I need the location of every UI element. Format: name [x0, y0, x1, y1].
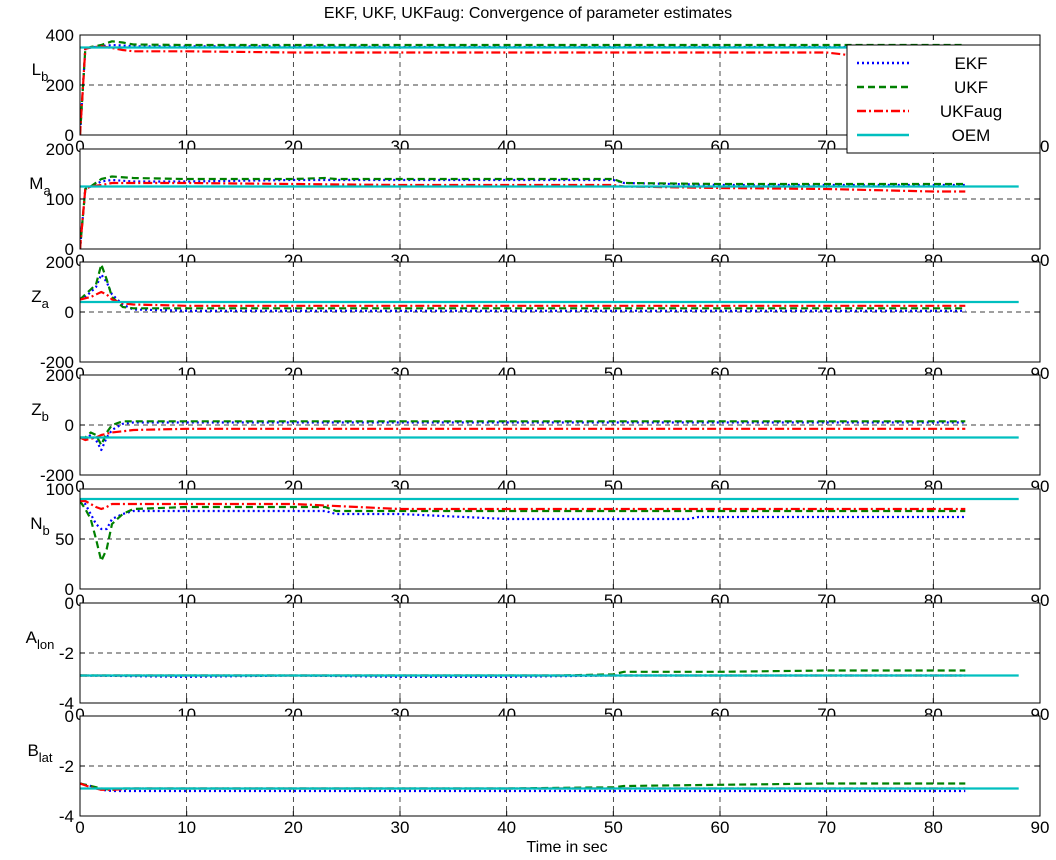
y-axis-label-subscript: a: [43, 183, 51, 198]
series-line-ekf: [80, 43, 966, 135]
y-axis-label-main: B: [27, 741, 38, 760]
series-line-ekf: [80, 421, 966, 452]
series-group: [80, 263, 1019, 312]
y-axis-label-subscript: b: [43, 523, 50, 538]
x-tick-label: 0: [75, 251, 84, 270]
y-tick-label: -2: [59, 644, 74, 663]
x-tick-label: 30: [391, 818, 410, 837]
y-axis-label-subscript: lat: [39, 750, 53, 765]
y-tick-label: -4: [59, 694, 74, 713]
x-tick-label: 80: [924, 818, 943, 837]
y-axis-label: Zb: [31, 400, 49, 424]
x-tick-label: 90: [1031, 818, 1050, 837]
x-tick-label: 10: [177, 818, 196, 837]
series-line-ukfaug: [80, 427, 966, 442]
legend-label-ekf: EKF: [954, 54, 987, 73]
y-axis-label-subscript: a: [42, 296, 50, 311]
series-line-ekf: [80, 500, 966, 531]
series-line-ukf: [80, 263, 966, 310]
y-axis-label-subscript: lon: [37, 637, 54, 652]
x-tick-label: 0: [75, 705, 84, 724]
y-tick-label: -200: [40, 466, 74, 485]
y-axis-label: Za: [31, 287, 49, 311]
series-group: [80, 669, 1019, 678]
y-axis-label-subscript: b: [42, 409, 49, 424]
x-axis-label: Time in sec: [526, 839, 607, 856]
y-axis-label-main: Z: [31, 400, 41, 419]
y-axis-label: Alon: [26, 628, 55, 652]
series-line-ukf: [80, 175, 966, 249]
y-axis-label: Blat: [27, 741, 52, 765]
y-tick-label: 200: [46, 76, 74, 95]
legend-box: [846, 44, 1041, 154]
legend-label-ukfaug: UKFaug: [940, 102, 1002, 121]
y-tick-label: 0: [65, 126, 74, 145]
series-group: [80, 782, 1019, 793]
y-tick-label: 0: [65, 594, 74, 613]
series-group: [80, 497, 1019, 563]
y-axis-label-main: L: [32, 60, 41, 79]
series-group: [80, 175, 1019, 249]
x-tick-label: 0: [75, 364, 84, 383]
y-tick-label: -200: [40, 353, 74, 372]
x-tick-label: 0: [75, 477, 84, 496]
y-axis-label-main: M: [29, 174, 43, 193]
x-tick-label: 0: [75, 591, 84, 610]
y-tick-label: 0: [65, 707, 74, 726]
legend-label-ukf: UKF: [954, 78, 988, 97]
subplot-6: 0 10 20 30 40 50 60 70 80 90 -4 -2 0 Blat: [27, 707, 1049, 837]
y-tick-label: -4: [59, 807, 74, 826]
y-axis-label: Nb: [30, 514, 50, 538]
y-tick-label: 200: [46, 253, 74, 272]
y-axis-label: Lb: [32, 60, 49, 84]
y-axis-label-main: N: [30, 514, 42, 533]
series-group: [80, 420, 1019, 452]
x-tick-label: 60: [711, 818, 730, 837]
series-line-ukf: [80, 500, 966, 563]
y-axis-label-main: Z: [31, 287, 41, 306]
y-tick-label: 400: [46, 26, 74, 45]
x-tick-label: 50: [604, 818, 623, 837]
y-axis-label-main: A: [26, 628, 38, 647]
x-tick-label: 0: [75, 818, 84, 837]
y-tick-label: 0: [65, 303, 74, 322]
y-tick-label: 0: [65, 416, 74, 435]
y-tick-label: 200: [46, 140, 74, 159]
series-line-ukf: [80, 420, 966, 447]
legend-label-oem: OEM: [952, 126, 991, 145]
x-tick-label: 70: [817, 818, 836, 837]
y-tick-label: 0: [65, 580, 74, 599]
x-tick-label: 20: [284, 818, 303, 837]
y-tick-label: 200: [46, 366, 74, 385]
legend: EKF UKF UKFaug OEM: [846, 44, 1041, 154]
figure-title: EKF, UKF, UKFaug: Convergence of paramet…: [324, 5, 732, 22]
series-line-ukf: [80, 40, 966, 135]
x-tick-label: 40: [497, 818, 516, 837]
y-tick-label: 100: [46, 480, 74, 499]
y-axis-label: Ma: [29, 174, 51, 198]
y-tick-label: -2: [59, 757, 74, 776]
subplots: 01020304050607080900200400Lb010203040506…: [26, 26, 1050, 837]
x-tick-label: 0: [75, 137, 84, 156]
y-axis-label-subscript: b: [41, 69, 48, 84]
y-tick-label: 0: [65, 240, 74, 259]
y-tick-label: 100: [46, 190, 74, 209]
y-tick-label: 50: [55, 530, 74, 549]
